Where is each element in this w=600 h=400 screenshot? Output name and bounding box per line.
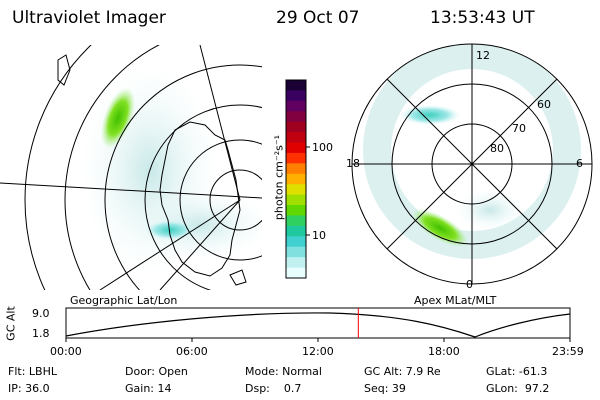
- colorbar-cell: [286, 152, 306, 164]
- aurora-diffuse: [455, 190, 525, 230]
- door-status: Door: Open: [125, 365, 188, 378]
- time-label: 13:53:43 UT: [430, 8, 535, 28]
- aurora-spot: [145, 220, 195, 240]
- altitude-ytick-max: 9.0: [32, 307, 50, 320]
- colorbar-cell: [286, 194, 306, 206]
- aurora-bright-spot: [100, 87, 136, 149]
- altitude-ylabel: GC Alt: [4, 306, 18, 341]
- colorbar-cell: [286, 184, 306, 196]
- colorbar-cell: [286, 100, 306, 112]
- gc-alt-status: GC Alt: 7.9 Re: [364, 365, 441, 378]
- colorbar-cell: [286, 215, 306, 227]
- colorbar-unit-label: photon cm⁻²s⁻¹: [272, 134, 286, 221]
- coastline-island: [57, 54, 71, 86]
- gain-status: Gain: 14: [125, 382, 172, 395]
- colorbar-cell: [286, 142, 306, 154]
- mlat-label-80: 80: [490, 142, 504, 155]
- glat-status: GLat: -61.3: [486, 365, 548, 378]
- altitude-curve: [65, 312, 571, 338]
- altitude-xtick: 00:00: [50, 345, 82, 358]
- colorbar-cell: [286, 257, 306, 269]
- mlt-label-6: 6: [576, 157, 583, 170]
- colorbar: [285, 79, 310, 279]
- colorbar-cell: [286, 205, 306, 216]
- date-label: 29 Oct 07: [276, 8, 360, 28]
- colorbar-cell: [286, 225, 306, 237]
- colorbar-cell: [286, 267, 306, 279]
- mode-status: Mode: Normal: [245, 365, 322, 378]
- colorbar-cell: [286, 132, 306, 144]
- mlat-label-60: 60: [537, 98, 551, 111]
- seq-status: Seq: 39: [364, 382, 406, 395]
- altitude-xtick: 12:00: [302, 345, 334, 358]
- left-panel-caption: Geographic Lat/Lon: [70, 294, 178, 307]
- glon-status: GLon: 97.2: [486, 382, 550, 395]
- coastline-island: [229, 269, 247, 286]
- filter-status: Flt: LBHL: [8, 365, 57, 378]
- mlt-label-0: 0: [466, 278, 473, 291]
- app-title: Ultraviolet Imager: [12, 8, 166, 28]
- mlat-label-70: 70: [512, 122, 526, 135]
- right-panel-caption: Apex MLat/MLT: [414, 294, 497, 307]
- ip-status: IP: 36.0: [8, 382, 50, 395]
- colorbar-cell: [286, 90, 306, 102]
- altitude-xtick: 23:59: [552, 345, 584, 358]
- mlt-label-12: 12: [476, 49, 490, 62]
- altitude-xtick: 06:00: [176, 345, 208, 358]
- colorbar-tick-100: 100: [312, 141, 333, 154]
- aurora-spot: [400, 105, 460, 125]
- dsp-status: Dsp: 0.7: [245, 382, 302, 395]
- polar-plot: [351, 43, 593, 285]
- colorbar-cell: [286, 163, 306, 175]
- coastline: [159, 121, 241, 277]
- colorbar-cell: [286, 80, 306, 91]
- colorbar-cell: [286, 111, 306, 123]
- colorbar-cell: [286, 246, 306, 258]
- colorbar-cell: [286, 236, 306, 248]
- altitude-plot: [65, 307, 571, 342]
- altitude-xtick: 18:00: [428, 345, 460, 358]
- colorbar-tick-10: 10: [312, 229, 326, 242]
- geographic-map: [0, 45, 262, 290]
- colorbar-cell: [286, 121, 306, 133]
- mlt-label-18: 18: [346, 157, 360, 170]
- aurora-bright-spot: [411, 208, 469, 248]
- colorbar-cell: [286, 173, 306, 185]
- altitude-ytick-min: 1.8: [32, 327, 50, 340]
